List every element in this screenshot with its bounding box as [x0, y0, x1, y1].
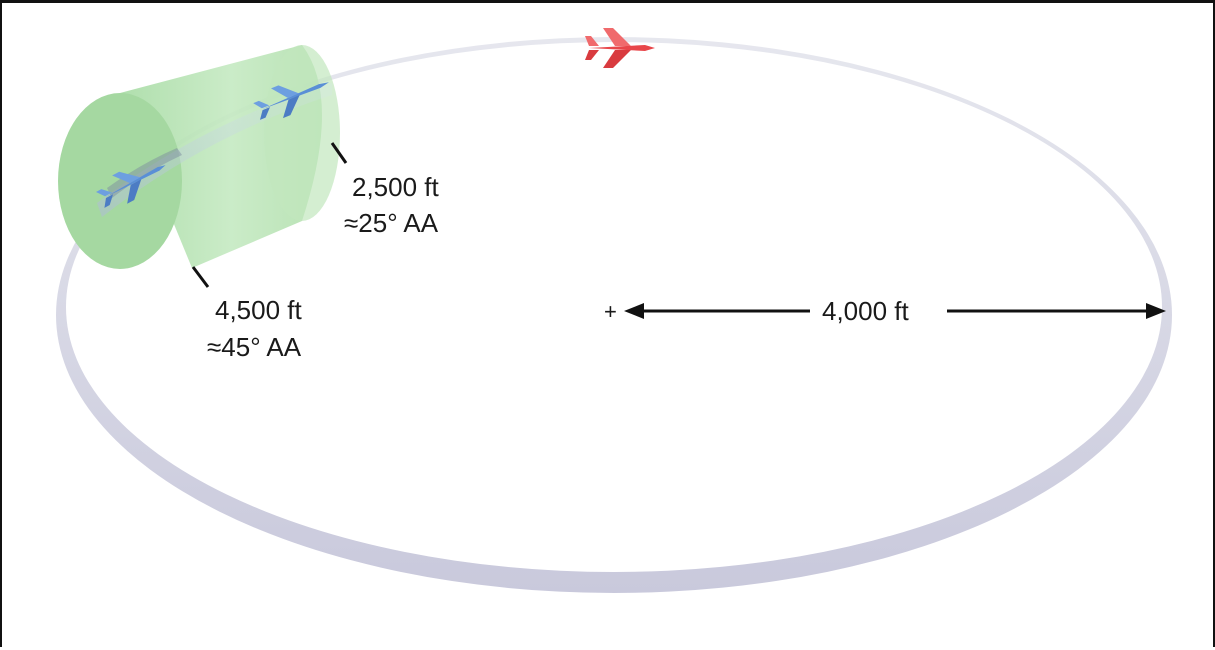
red-bandit-jet-icon: [585, 28, 655, 68]
radius-arrow: [624, 303, 1166, 319]
blue-fighter-jet-icon: [253, 82, 329, 120]
near-distance-label: 2,500 ft: [352, 172, 440, 202]
orbit-diagram: 2,500 ft ≈25° AA 4,500 ft ≈45° AA + 4,00…: [56, 28, 1172, 593]
center-mark: +: [604, 299, 617, 324]
weapons-envelope-cone: [58, 45, 340, 269]
far-distance-label: 4,500 ft: [215, 295, 303, 325]
far-aspect-label: ≈45° AA: [207, 332, 302, 362]
radius-label: 4,000 ft: [822, 296, 910, 326]
leader-line-far: [191, 266, 210, 288]
blue-fighter-jet-icon: [95, 165, 166, 208]
near-aspect-label: ≈25° AA: [344, 208, 439, 238]
leader-line-near: [330, 142, 348, 164]
